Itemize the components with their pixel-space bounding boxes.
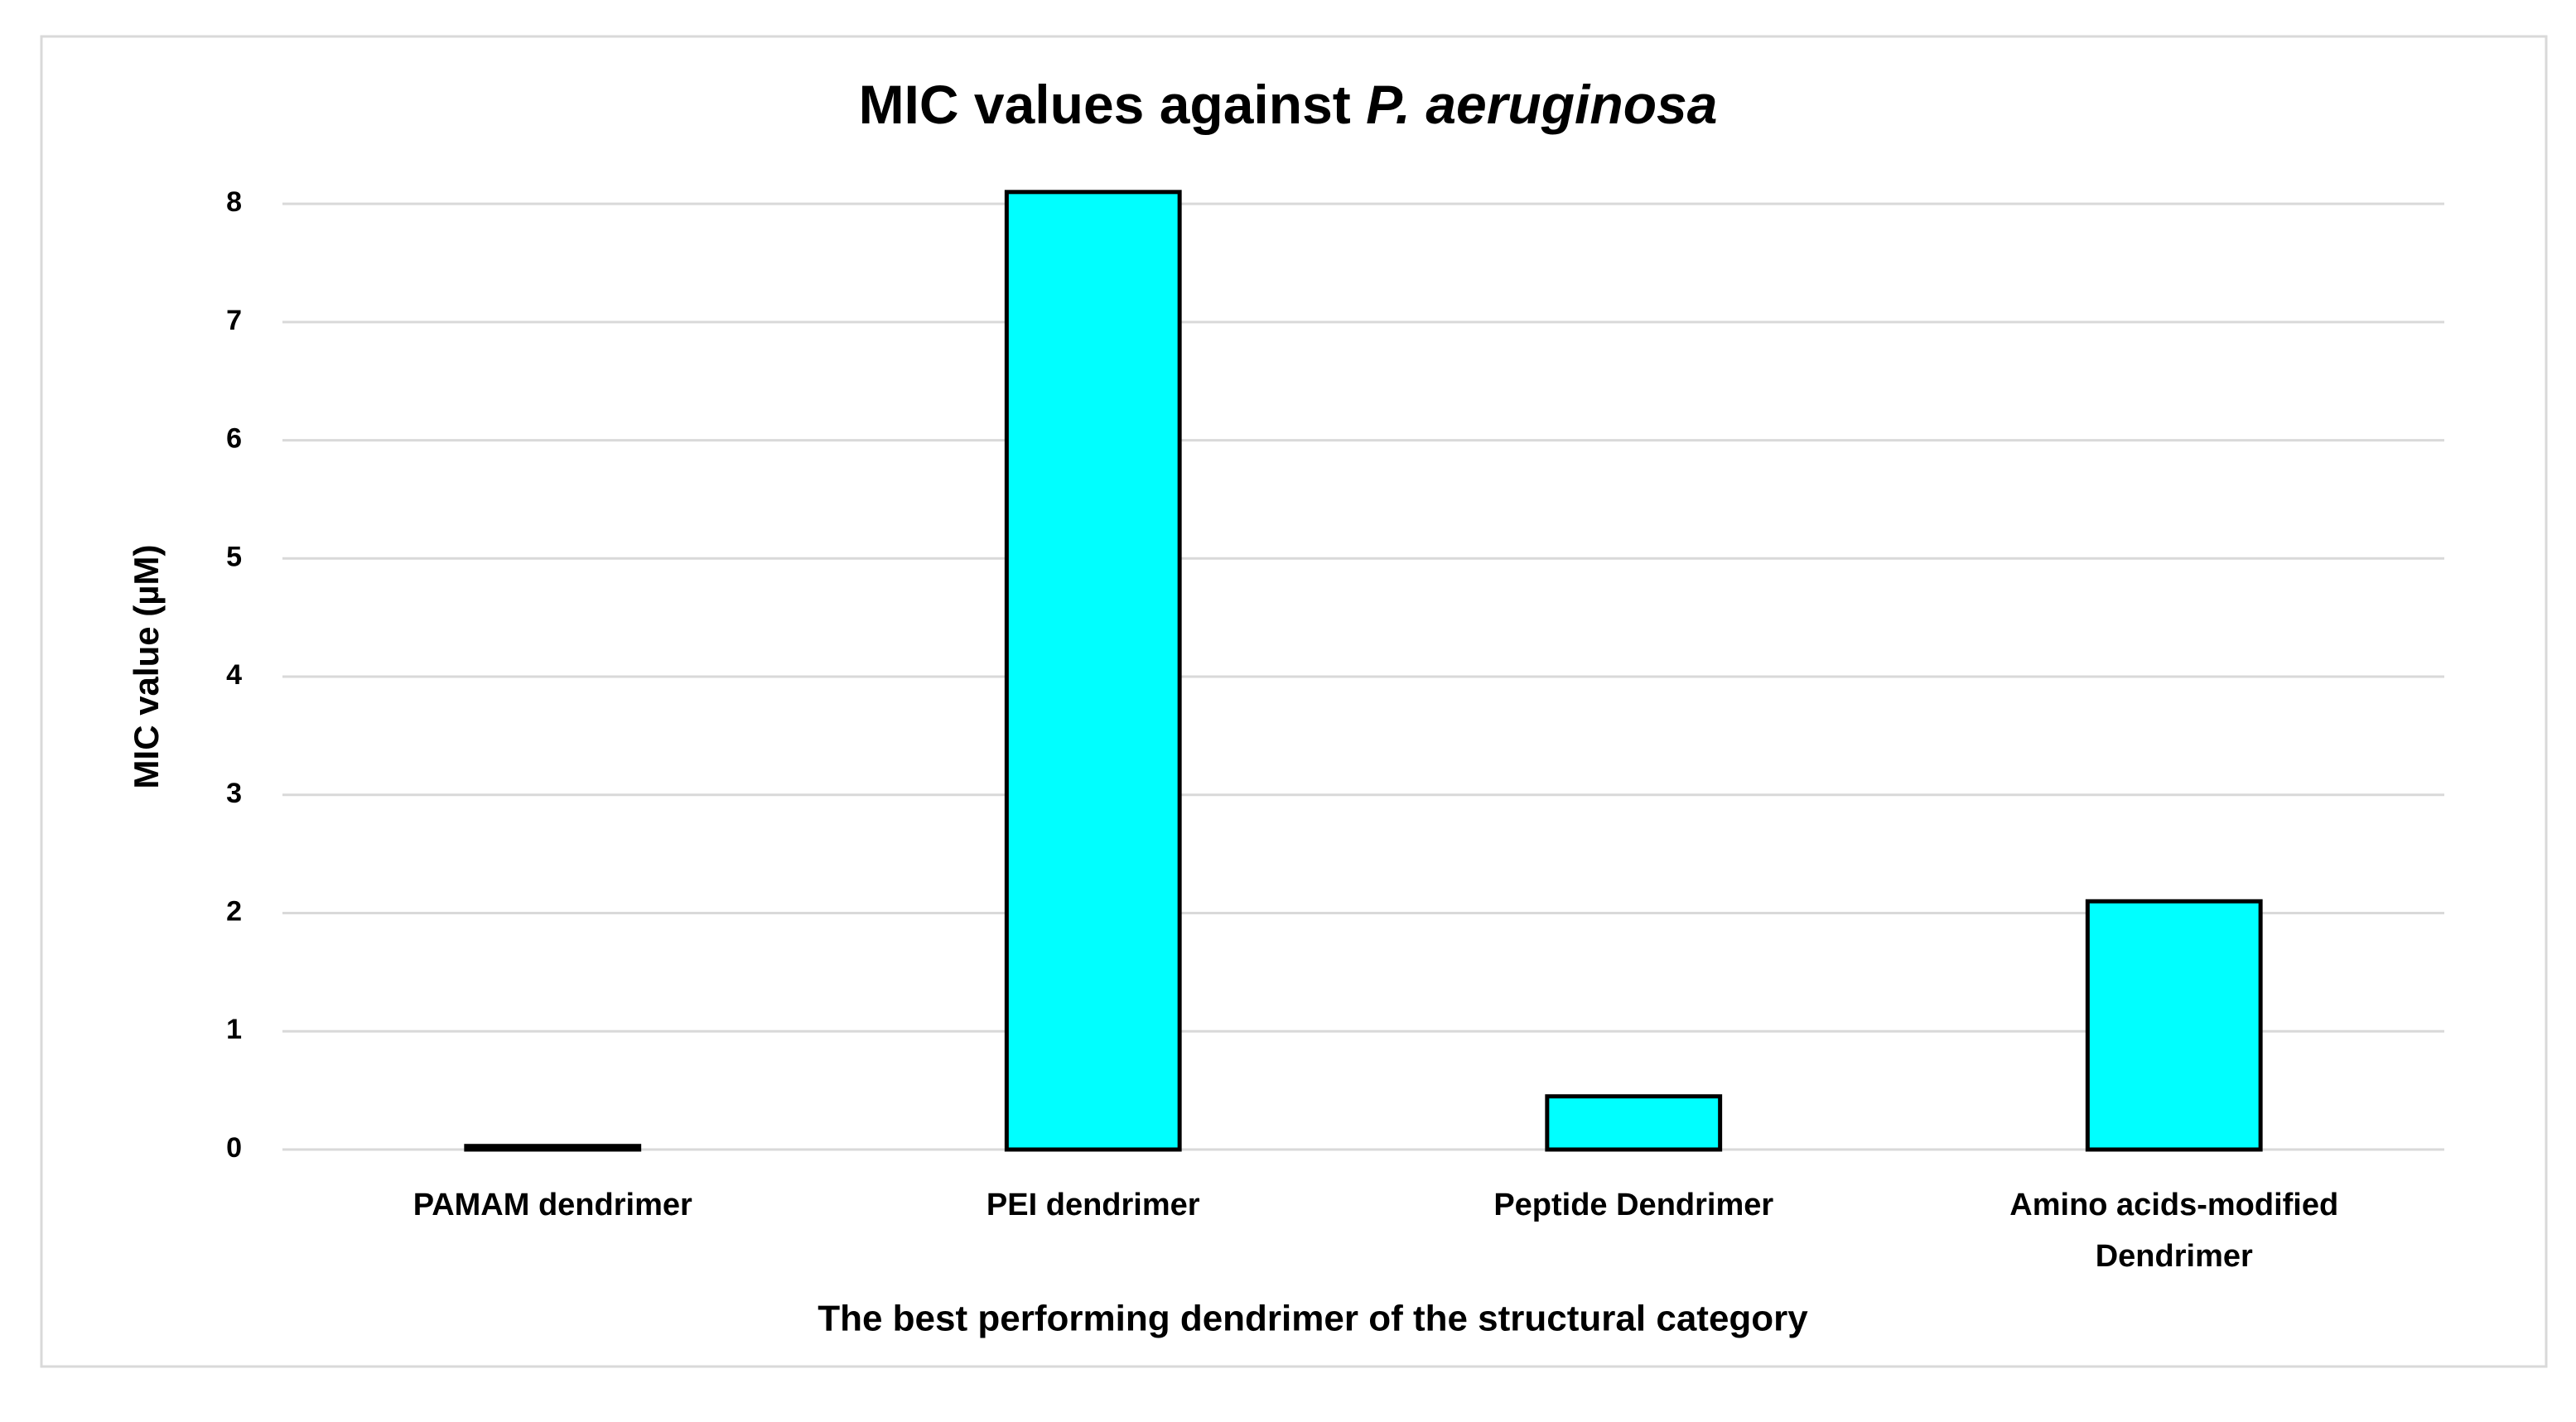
- bar: [1004, 190, 1182, 1152]
- title-main: MIC values against: [859, 74, 1351, 135]
- x-tick-label-box: Amino acids-modified Dendrimer: [2009, 1188, 2339, 1274]
- y-tick-label: 5: [226, 541, 242, 572]
- bar: [1545, 1094, 1723, 1152]
- title-italic: P. aeruginosa: [1366, 74, 1717, 135]
- chart-title: MIC values against P. aeruginosa: [859, 74, 1718, 135]
- bar: [2085, 899, 2263, 1152]
- chart-frame: [40, 35, 2548, 1368]
- x-tick-label-box: PAMAM dendrimer: [412, 1188, 692, 1222]
- x-tick-label: PEI dendrimer: [986, 1188, 1200, 1222]
- y-tick-label: 8: [226, 186, 242, 218]
- y-axis-title: MIC value (µM): [127, 545, 166, 789]
- x-tick-label-box: PEI dendrimer: [986, 1188, 1200, 1222]
- y-tick-label: 2: [226, 896, 242, 928]
- bar: [464, 1144, 642, 1152]
- x-axis-title: The best performing dendrimer of the str…: [818, 1299, 1808, 1339]
- y-tick-label: 3: [226, 778, 242, 809]
- y-tick-label: 0: [226, 1132, 242, 1164]
- y-tick-label: 7: [226, 305, 242, 336]
- x-tick-label: Peptide Dendrimer: [1493, 1188, 1774, 1222]
- x-tick-label: PAMAM dendrimer: [412, 1188, 692, 1222]
- y-tick-label: 1: [226, 1014, 242, 1045]
- y-tick-label: 4: [226, 659, 242, 691]
- x-tick-label: Amino acids-modified Dendrimer: [2009, 1188, 2339, 1274]
- x-tick-label-box: Peptide Dendrimer: [1493, 1188, 1774, 1222]
- y-tick-label: 6: [226, 423, 242, 455]
